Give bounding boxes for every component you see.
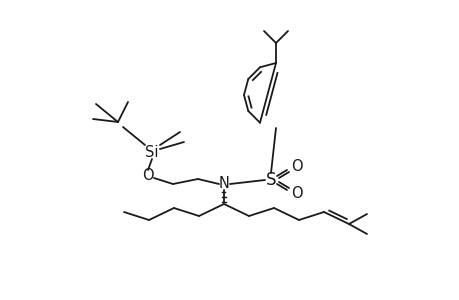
- Text: Si: Si: [145, 145, 158, 160]
- Text: N: N: [218, 176, 229, 191]
- Text: O: O: [142, 169, 153, 184]
- Text: O: O: [291, 187, 302, 202]
- Text: S: S: [265, 171, 276, 189]
- Text: O: O: [291, 158, 302, 173]
